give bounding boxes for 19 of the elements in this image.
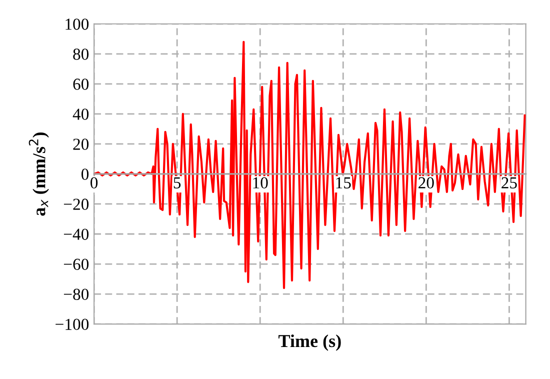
y-tick-label: −80 [64, 288, 89, 300]
x-tick-label: 10 [253, 177, 268, 188]
x-tick-label: 25 [502, 177, 517, 188]
y-axis-title: a$_{x}$ (mm/s$^{2}$) [28, 132, 49, 216]
y-tick-label: −40 [64, 228, 89, 240]
x-tick-label: 20 [418, 177, 434, 188]
x-axis-title: Time (s) [278, 334, 341, 351]
y-tick-label: 0 [81, 168, 89, 180]
x-tick-label: 0 [90, 177, 98, 188]
y-tick-label: −60 [64, 258, 89, 270]
y-tick-label: −100 [56, 318, 89, 330]
y-tick-label: 20 [73, 138, 89, 150]
y-tick-label: −20 [64, 198, 89, 210]
y-tick-label: 60 [73, 78, 89, 90]
y-tick-label: 80 [73, 48, 89, 60]
y-tick-label: 40 [72, 108, 89, 120]
x-tick-label: 5 [174, 177, 181, 188]
y-tick-label: 100 [66, 18, 89, 30]
x-tick-label: 15 [336, 177, 351, 188]
